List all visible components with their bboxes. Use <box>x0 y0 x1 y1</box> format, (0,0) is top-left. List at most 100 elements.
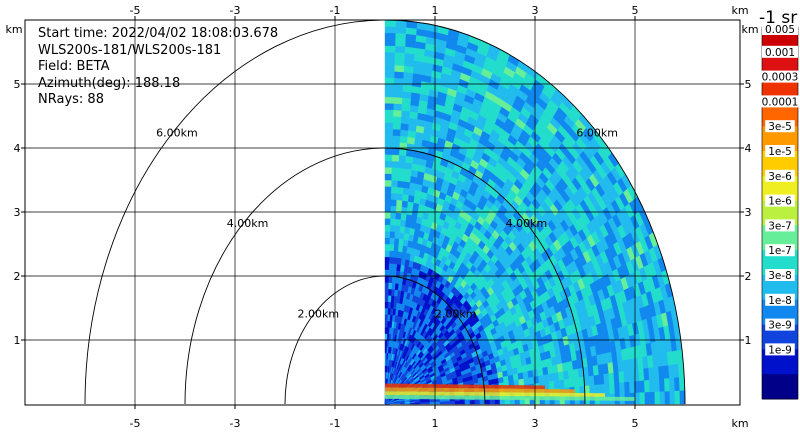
radar-cell <box>395 212 402 220</box>
x-tick-label-bottom: 5 <box>632 417 639 430</box>
radar-cell <box>384 359 387 366</box>
axis-ticks: -5 -5 -3 -3 -1 -1 1 1 3 3 5 5 1 1 2 2 3 3 4 4 5 5 km km km km <box>5 4 758 430</box>
radar-cell <box>384 314 388 322</box>
colorbar-tick-label: 0.001 <box>765 47 795 59</box>
x-tick-label-top: -1 <box>330 4 341 17</box>
radar-cell <box>390 199 397 207</box>
radar-cell <box>384 327 388 334</box>
radar-cell <box>404 220 411 228</box>
radar-cell <box>394 45 406 54</box>
radar-cell <box>384 20 396 27</box>
radar-cell <box>679 390 686 405</box>
colorbar-tick-label: 3e-5 <box>768 121 792 133</box>
radar-cell <box>439 401 446 405</box>
radar-cell <box>388 275 393 283</box>
radar-cell <box>384 102 394 111</box>
radar-cell <box>384 90 394 98</box>
radar-cell <box>390 192 398 200</box>
radar-cell <box>399 135 408 144</box>
radar-cell <box>391 167 399 175</box>
radar-cell <box>394 51 405 60</box>
colorbar-tick-label: 0.0001 <box>762 96 799 108</box>
azimuth-text: Azimuth(deg): 188.18 <box>38 75 181 91</box>
radar-cell <box>593 374 600 386</box>
radar-cell <box>396 257 402 265</box>
radar-cell <box>538 374 545 384</box>
radar-cell <box>654 378 661 392</box>
radar-cell <box>391 276 396 284</box>
radar-cell <box>384 179 392 187</box>
radar-cell <box>384 294 389 302</box>
radar-cell <box>386 320 390 328</box>
radar-cell <box>484 398 491 405</box>
colorbar-tick-label: 3e-6 <box>768 171 792 183</box>
colorbar-tick-label: 3e-8 <box>768 270 792 282</box>
radar-cell <box>389 211 396 220</box>
radar-cell <box>464 399 471 405</box>
radar-cell <box>399 225 406 234</box>
radar-cell <box>396 180 404 188</box>
radar-cell <box>391 160 399 169</box>
radar-cell <box>403 65 414 74</box>
colorbar-label-bg <box>762 45 798 58</box>
x-tick-label-bottom: -1 <box>330 417 341 430</box>
radar-cell <box>388 256 394 264</box>
radar-cell <box>634 392 641 405</box>
radar-cell <box>384 77 395 85</box>
range-ring-label-right: 4.00km <box>506 217 548 230</box>
colorbar-tick-label: 1e-5 <box>768 146 792 158</box>
radar-cell <box>393 96 403 105</box>
colorbar-label-bg <box>762 23 798 35</box>
radar-cell <box>393 83 404 92</box>
radar-cell <box>558 379 565 389</box>
y-tick-label-right: 4 <box>745 142 752 155</box>
radar-cell <box>644 379 651 393</box>
colorbar-tick-label: 3e-7 <box>768 220 792 232</box>
radar-cell <box>395 26 407 34</box>
radar-cell <box>533 375 540 384</box>
radar-cell <box>400 122 409 131</box>
x-unit-label-bottom: km <box>731 417 748 430</box>
radar-cell <box>609 382 616 394</box>
radar-cell <box>392 115 402 124</box>
radar-cell <box>384 32 396 40</box>
radar-cell <box>384 166 392 174</box>
radar-cell <box>394 58 405 66</box>
radar-cell <box>389 224 396 232</box>
radar-cell <box>674 390 681 405</box>
y-unit-label-right: km <box>741 23 758 36</box>
colorbar-segment <box>762 374 798 400</box>
y-tick-label-left: 5 <box>14 78 21 91</box>
radar-cell <box>387 288 392 296</box>
radar-cell <box>393 71 404 79</box>
radar-cell <box>394 218 401 227</box>
radar-cell <box>384 211 391 219</box>
radar-cell <box>384 128 393 136</box>
radar-cell <box>599 383 606 395</box>
radar-cell <box>392 263 398 271</box>
radar-cell <box>588 375 595 386</box>
radar-cell <box>390 173 399 181</box>
radar-band <box>385 383 545 390</box>
radar-cell <box>384 262 390 270</box>
radar-cell <box>390 288 395 297</box>
radar-cell <box>391 147 400 156</box>
radar-cell <box>389 237 395 245</box>
radar-cell <box>396 193 403 201</box>
radar-cell <box>402 181 411 189</box>
radar-cell <box>397 161 406 169</box>
x-tick-label-bottom: 1 <box>432 417 439 430</box>
radar-cell <box>394 39 406 47</box>
radar-cell <box>398 231 405 240</box>
radar-cell <box>392 103 403 111</box>
radar-cell <box>384 250 390 258</box>
range-ring-label-right: 2.00km <box>435 307 477 320</box>
radar-cell <box>518 378 525 386</box>
radar-cell <box>388 263 394 271</box>
colorbar-label-bg <box>765 120 795 133</box>
x-tick-label-top: 5 <box>632 4 639 17</box>
radar-cell <box>388 250 394 258</box>
y-tick-label-right: 2 <box>745 270 752 283</box>
colorbar-tick-label: 0.0003 <box>762 72 799 84</box>
y-tick-label-left: 2 <box>14 270 21 283</box>
